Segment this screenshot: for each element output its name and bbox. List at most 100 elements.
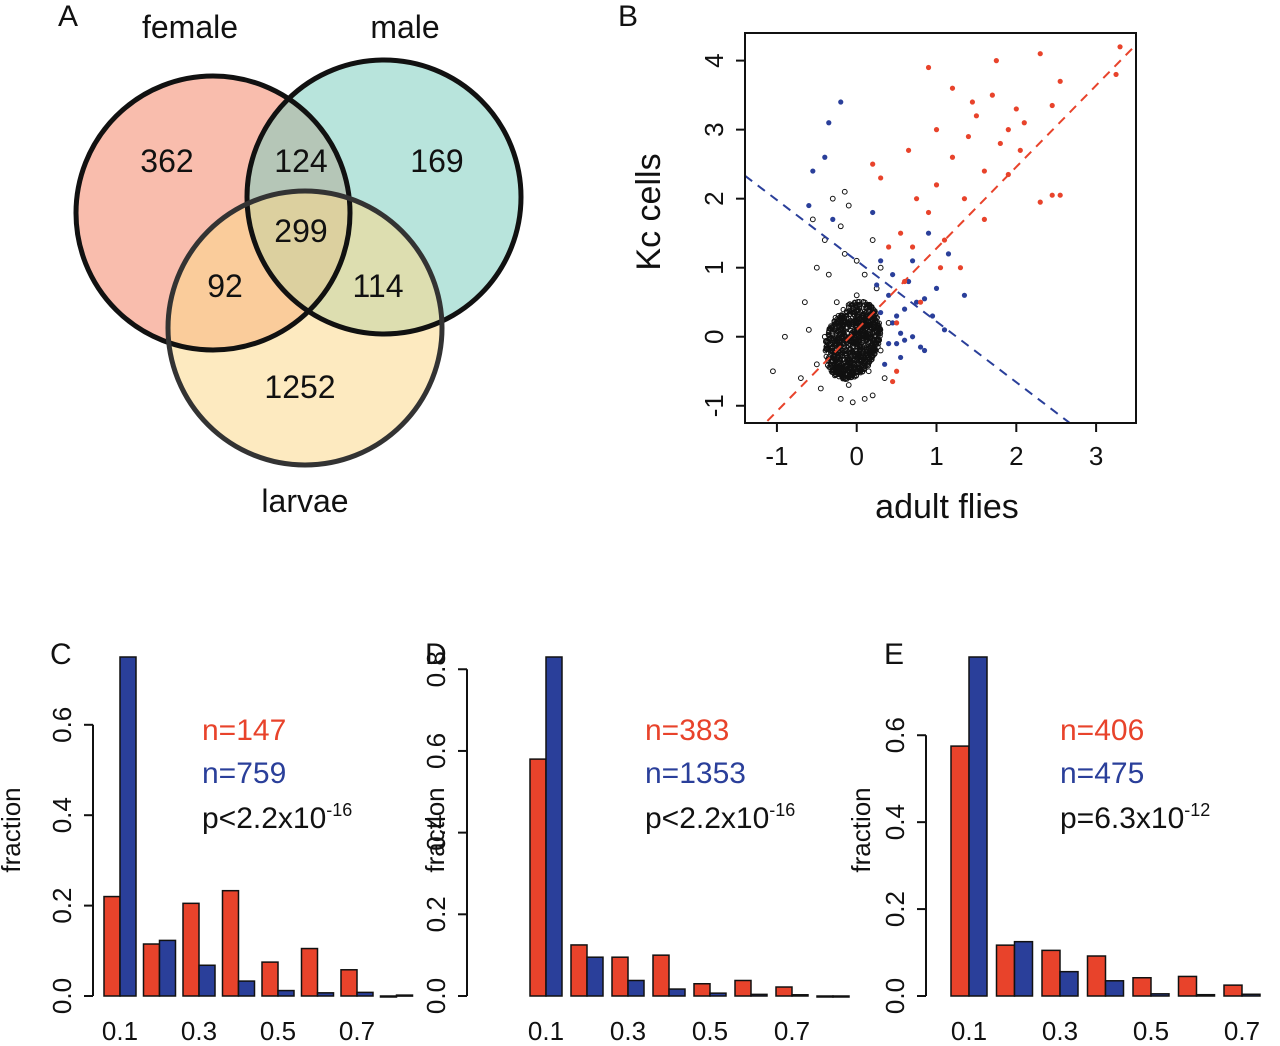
panel-label-e: E	[884, 638, 904, 671]
scatter-point-blue	[878, 309, 884, 316]
scatter-cloud-point	[863, 347, 870, 353]
bar-e-red	[995, 944, 1016, 997]
scatter-cloud-point	[831, 338, 838, 345]
scatter-point-black	[869, 392, 876, 399]
y-tick-label: 0.0	[880, 978, 910, 1014]
x-tick-label: 0.1	[102, 1016, 138, 1046]
scatter-point-black	[837, 223, 844, 230]
scatter-cloud-point	[844, 376, 850, 382]
scatter-point-red	[878, 175, 884, 181]
scatter-cloud-point	[872, 308, 878, 314]
scatter-point-red	[1117, 44, 1123, 50]
y-axis-label: fraction	[420, 787, 450, 872]
bar-d-blue	[586, 956, 604, 997]
venn-label-female: female	[142, 9, 238, 45]
scatter-cloud-point	[866, 347, 873, 353]
scatter-point-black	[829, 195, 836, 202]
venn-label-male: male	[370, 9, 439, 45]
scatter-point-blue	[905, 278, 912, 285]
bar-e-blue	[1241, 993, 1261, 997]
scatter-cloud-point	[862, 299, 868, 306]
scatter-cloud-point	[865, 342, 872, 348]
y-axis-label: fraction	[846, 787, 876, 872]
scatter-point-black	[801, 299, 808, 306]
scatter-cloud-point	[860, 329, 866, 335]
scatter-point-black	[813, 264, 820, 271]
bar-c-red	[221, 889, 240, 997]
scatter-cloud-point	[833, 372, 839, 378]
scatter-cloud-point	[853, 305, 859, 311]
annotation-p-value: p<2.2x10-16	[645, 800, 795, 835]
scatter-points	[746, 44, 1135, 422]
scatter-point-black	[837, 320, 844, 326]
scatter-point-blue	[822, 154, 828, 160]
scatter-point-blue	[874, 282, 880, 288]
scatter-point-black	[881, 375, 888, 382]
scatter-point-black	[861, 333, 868, 340]
scatter-cloud-point	[837, 365, 844, 371]
y-tick-label: 0.6	[880, 717, 910, 753]
scatter-point-black	[809, 216, 816, 223]
scatter-cloud-point	[832, 320, 838, 327]
scatter-cloud-point	[839, 315, 845, 321]
annotation-p-value: p<2.2x10-16	[202, 800, 352, 835]
scatter-y-tick-label: 0	[699, 329, 729, 343]
scatter-point-black	[853, 257, 860, 264]
scatter-point-red	[957, 265, 964, 271]
scatter-point-black	[853, 292, 860, 299]
scatter-point-blue	[890, 320, 896, 326]
scatter-point-black	[781, 333, 788, 340]
scatter-point-black	[770, 368, 776, 375]
bar-d-red	[816, 995, 834, 998]
scatter-point-red	[1013, 106, 1019, 112]
scatter-point-blue	[909, 334, 916, 340]
bar-c-blue	[316, 992, 335, 997]
scatter-point-blue	[806, 202, 812, 209]
scatter-point-black	[825, 271, 832, 278]
scatter-cloud-point	[839, 371, 846, 377]
scatter-point-red	[997, 140, 1003, 147]
scatter-point-red	[1057, 192, 1063, 198]
x-tick-label: 0.5	[692, 1016, 728, 1046]
scatter-point-blue	[890, 271, 896, 278]
scatter-point-blue	[826, 120, 832, 126]
scatter-point-black	[817, 385, 824, 392]
scatter-cloud-point	[861, 366, 867, 372]
scatter-point-blue	[961, 292, 968, 298]
scatter-point-blue	[810, 168, 816, 174]
y-axis-label: fraction	[0, 787, 26, 872]
bar-e-red	[1223, 984, 1243, 997]
scatter-point-red	[949, 154, 956, 160]
scatter-cloud-point	[849, 309, 855, 316]
annotation-n-red: n=383	[645, 714, 729, 747]
scatter-cloud-point	[864, 304, 871, 310]
scatter-point-black	[841, 188, 848, 195]
bar-d-blue	[627, 979, 645, 997]
scatter-point-black	[813, 361, 820, 368]
bar-e-red	[1132, 976, 1152, 997]
panel-label-d: D	[425, 638, 447, 671]
venn-circle-larvae	[168, 191, 442, 465]
bar-c-blue	[158, 939, 177, 997]
venn-outline-female	[73, 73, 353, 353]
venn-count-larvae-only: 1252	[264, 369, 335, 405]
scatter-cloud-point	[824, 338, 830, 344]
scatter-point-red	[969, 99, 976, 105]
bar-chart-c: C 0.0 0.2 0.4 0.6 fraction 0.1 0.3 0.5 0.7 n=147 n=…	[0, 638, 414, 1046]
scatter-cloud-point	[852, 361, 858, 368]
x-tick-label: 0.3	[610, 1016, 646, 1046]
scatter-point-red	[894, 320, 900, 326]
bar-c-red	[379, 995, 398, 998]
scatter-point-blue	[917, 344, 924, 350]
scatter-cloud-point	[844, 325, 850, 331]
scatter-cloud-point	[864, 361, 871, 367]
bar-c-red	[103, 895, 121, 997]
scatter-cloud-point	[823, 353, 829, 360]
scatter-point-red	[1037, 199, 1043, 205]
scatter-point-blue	[894, 313, 900, 319]
scatter-cloud-point	[847, 301, 853, 307]
scatter-cloud-point	[841, 332, 847, 338]
x-tick-label: 0.1	[528, 1016, 564, 1046]
scatter-point-blue	[901, 306, 908, 312]
scatter-point-red	[1017, 147, 1023, 153]
